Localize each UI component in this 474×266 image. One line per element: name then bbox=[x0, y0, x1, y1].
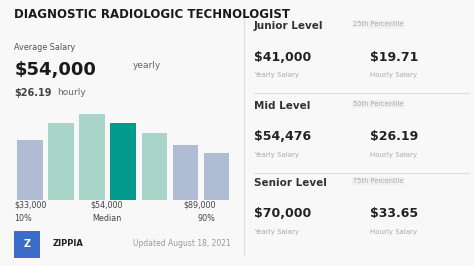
Text: $33.65: $33.65 bbox=[370, 207, 418, 221]
Text: Yearly Salary: Yearly Salary bbox=[254, 229, 299, 235]
Text: Junior Level: Junior Level bbox=[254, 21, 323, 31]
Text: Hourly Salary: Hourly Salary bbox=[370, 152, 417, 158]
Bar bbox=[110, 123, 136, 200]
Bar bbox=[48, 123, 74, 200]
Bar bbox=[17, 140, 43, 200]
Text: 10%: 10% bbox=[14, 214, 32, 223]
Text: $33,000: $33,000 bbox=[14, 201, 46, 210]
Text: DIAGNOSTIC RADIOLOGIC TECHNOLOGIST: DIAGNOSTIC RADIOLOGIC TECHNOLOGIST bbox=[14, 8, 290, 21]
Text: Z: Z bbox=[24, 239, 31, 249]
Text: $19.71: $19.71 bbox=[370, 51, 418, 64]
Text: $89,000: $89,000 bbox=[183, 201, 216, 210]
Text: Hourly Salary: Hourly Salary bbox=[370, 72, 417, 78]
Text: $41,000: $41,000 bbox=[254, 51, 311, 64]
Text: $54,000: $54,000 bbox=[14, 61, 96, 79]
Text: 75th Percentile: 75th Percentile bbox=[353, 178, 404, 184]
Text: $26.19: $26.19 bbox=[370, 130, 418, 143]
Text: 50th Percentile: 50th Percentile bbox=[353, 101, 404, 107]
Bar bbox=[142, 132, 167, 200]
Text: Hourly Salary: Hourly Salary bbox=[370, 229, 417, 235]
Text: hourly: hourly bbox=[57, 88, 86, 97]
Bar bbox=[173, 145, 198, 200]
Text: Yearly Salary: Yearly Salary bbox=[254, 152, 299, 158]
Text: 25th Percentile: 25th Percentile bbox=[353, 21, 404, 27]
Text: $54,476: $54,476 bbox=[254, 130, 311, 143]
Text: Updated August 18, 2021: Updated August 18, 2021 bbox=[133, 239, 230, 248]
Text: Yearly Salary: Yearly Salary bbox=[254, 72, 299, 78]
Text: 90%: 90% bbox=[198, 214, 216, 223]
Text: yearly: yearly bbox=[133, 61, 161, 70]
Text: Average Salary: Average Salary bbox=[14, 43, 75, 52]
Bar bbox=[204, 153, 229, 200]
Text: $70,000: $70,000 bbox=[254, 207, 311, 221]
Bar bbox=[79, 114, 105, 200]
Text: $54,000: $54,000 bbox=[91, 201, 123, 210]
Text: ZIPPIA: ZIPPIA bbox=[52, 239, 83, 248]
Text: $26.19: $26.19 bbox=[14, 88, 52, 98]
Text: Senior Level: Senior Level bbox=[254, 178, 327, 188]
FancyBboxPatch shape bbox=[14, 231, 40, 258]
Text: Median: Median bbox=[92, 214, 121, 223]
Text: Mid Level: Mid Level bbox=[254, 101, 310, 111]
